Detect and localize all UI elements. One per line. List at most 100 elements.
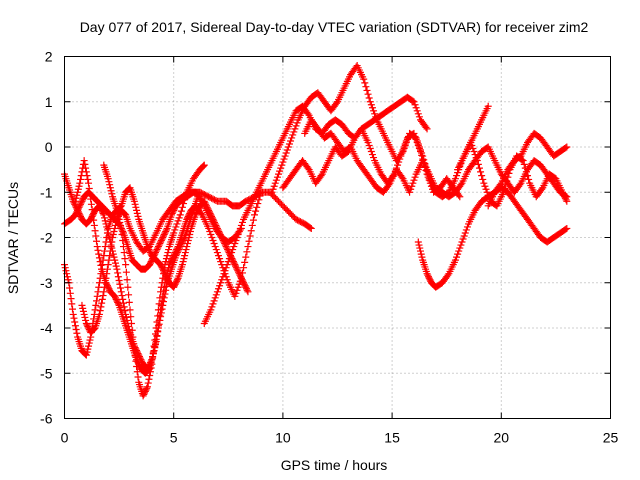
data-point (481, 182, 489, 190)
data-point (458, 238, 466, 246)
data-point (520, 160, 528, 168)
data-point (561, 193, 569, 201)
data-point (140, 390, 148, 398)
data-point (218, 276, 226, 284)
data-point (269, 185, 277, 193)
data-point (525, 175, 533, 183)
data-point (208, 212, 216, 220)
data-point (117, 224, 125, 232)
data-point (123, 276, 131, 284)
data-point (210, 240, 218, 248)
data-point (400, 143, 408, 151)
data-point (468, 141, 476, 149)
data-point (241, 282, 249, 290)
data-point (222, 264, 230, 272)
data-point (159, 234, 167, 241)
data-point (105, 285, 113, 293)
data-point (95, 250, 103, 258)
data-point (75, 209, 83, 217)
data-point (183, 243, 191, 251)
data-point (108, 238, 116, 246)
data-point (96, 203, 104, 211)
data-point (456, 193, 464, 201)
data-point (71, 318, 79, 326)
data-point (84, 322, 92, 330)
data-point (410, 98, 418, 106)
data-point (239, 277, 247, 285)
data-point (516, 181, 524, 189)
series-13 (484, 129, 571, 210)
data-point (208, 234, 216, 241)
data-point (153, 246, 161, 254)
data-point (92, 232, 100, 240)
data-point (102, 220, 110, 228)
data-point (559, 190, 567, 198)
data-point (234, 267, 242, 275)
data-point (424, 271, 432, 279)
data-point (216, 229, 224, 237)
data-point (200, 161, 208, 169)
data-point (176, 211, 184, 219)
data-point (232, 264, 240, 272)
data-point (156, 316, 164, 324)
data-point (109, 234, 117, 241)
data-point (459, 235, 467, 243)
data-point (156, 240, 164, 248)
data-point (110, 253, 118, 261)
data-point (423, 125, 431, 133)
data-point (69, 310, 77, 318)
data-point (470, 148, 478, 156)
data-point (86, 336, 94, 344)
data-point (105, 232, 113, 240)
data-point (158, 264, 166, 272)
data-point (174, 217, 182, 225)
data-point (205, 206, 213, 214)
data-point (412, 135, 420, 143)
data-point (226, 252, 234, 260)
data-point (125, 184, 133, 192)
data-point (180, 255, 188, 263)
data-point (93, 237, 101, 245)
data-point (211, 220, 219, 228)
data-point (173, 249, 181, 257)
data-point (141, 387, 149, 395)
data-point (234, 230, 242, 238)
data-point (212, 221, 220, 229)
data-point (364, 90, 372, 98)
data-point (365, 141, 373, 149)
data-point (83, 172, 91, 180)
data-point (154, 324, 162, 332)
data-point (160, 268, 168, 276)
data-point (425, 274, 433, 282)
data-point (74, 188, 82, 196)
data-point (154, 243, 162, 251)
data-point (221, 240, 229, 248)
data-point (306, 224, 314, 232)
data-point (236, 224, 244, 232)
data-point (416, 148, 424, 156)
data-point (173, 276, 181, 284)
data-point (98, 299, 106, 307)
data-point (563, 197, 571, 205)
data-point (103, 223, 111, 231)
data-point (77, 199, 85, 207)
data-point (83, 321, 91, 329)
data-point (143, 243, 151, 251)
data-point (208, 303, 216, 311)
data-point (469, 145, 477, 153)
data-point (244, 288, 252, 296)
data-point (113, 265, 121, 273)
data-point (141, 389, 149, 397)
data-point (186, 227, 194, 235)
data-point (110, 227, 118, 235)
data-point (237, 274, 245, 282)
data-point (290, 128, 298, 136)
data-point (119, 227, 127, 235)
data-point (242, 283, 250, 291)
data-point (170, 229, 178, 237)
data-point (233, 286, 241, 294)
data-point (171, 280, 179, 288)
data-point (232, 237, 240, 245)
data-point (106, 247, 114, 255)
data-point (242, 253, 250, 261)
